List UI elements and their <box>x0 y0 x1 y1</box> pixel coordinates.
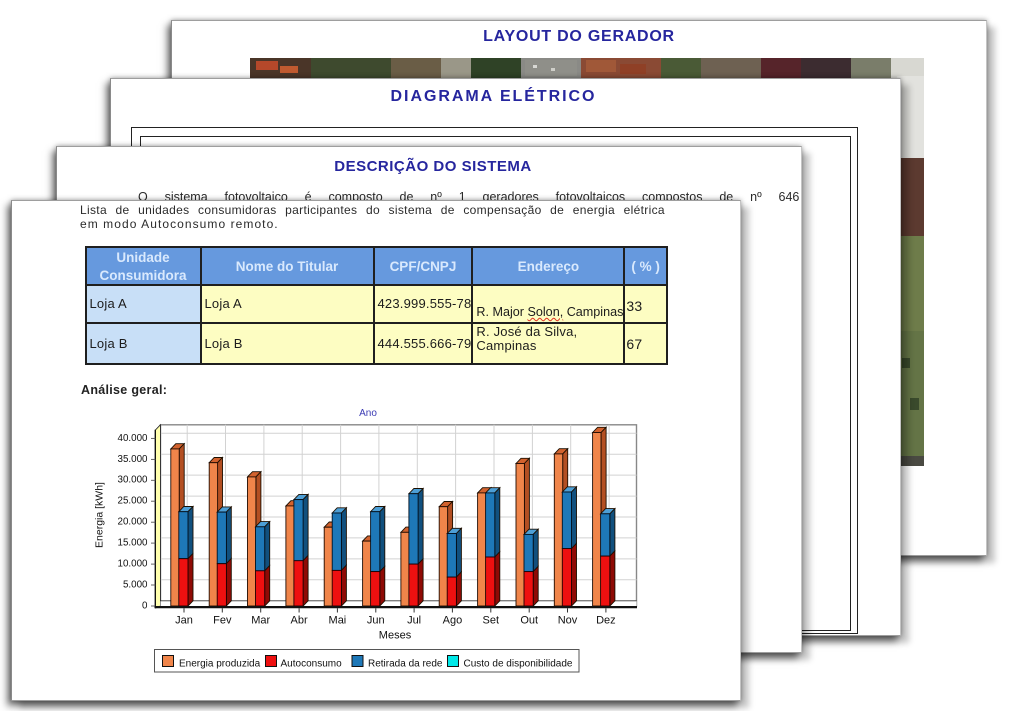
svg-text:Energia produzida: Energia produzida <box>179 658 261 669</box>
svg-text:Mai: Mai <box>329 615 347 627</box>
svg-text:10.000: 10.000 <box>118 559 149 570</box>
svg-text:Mar: Mar <box>251 615 270 627</box>
svg-text:Autoconsumo: Autoconsumo <box>281 658 343 669</box>
svg-text:25.000: 25.000 <box>118 496 149 507</box>
svg-text:Fev: Fev <box>213 615 232 627</box>
svg-text:Meses: Meses <box>379 630 412 642</box>
svg-text:20.000: 20.000 <box>118 517 149 528</box>
svg-text:Energia [kWh]: Energia [kWh] <box>94 482 106 548</box>
svg-text:Jan: Jan <box>175 615 193 627</box>
svg-text:Retirada da rede: Retirada da rede <box>368 658 443 669</box>
svg-text:Ago: Ago <box>443 615 463 627</box>
svg-text:35.000: 35.000 <box>118 454 149 465</box>
svg-text:30.000: 30.000 <box>118 475 149 486</box>
svg-text:Abr: Abr <box>291 615 308 627</box>
svg-text:Out: Out <box>520 615 538 627</box>
svg-text:40.000: 40.000 <box>118 433 149 444</box>
svg-text:Dez: Dez <box>596 615 616 627</box>
svg-text:Custo de disponibilidade: Custo de disponibilidade <box>464 658 573 669</box>
svg-text:Set: Set <box>483 615 500 627</box>
svg-text:Ano: Ano <box>359 408 377 419</box>
svg-text:0: 0 <box>142 600 148 611</box>
svg-text:Nov: Nov <box>558 615 578 627</box>
svg-text:5.000: 5.000 <box>123 579 148 590</box>
svg-text:Jun: Jun <box>367 615 385 627</box>
svg-text:Jul: Jul <box>407 615 421 627</box>
svg-text:15.000: 15.000 <box>118 538 149 549</box>
